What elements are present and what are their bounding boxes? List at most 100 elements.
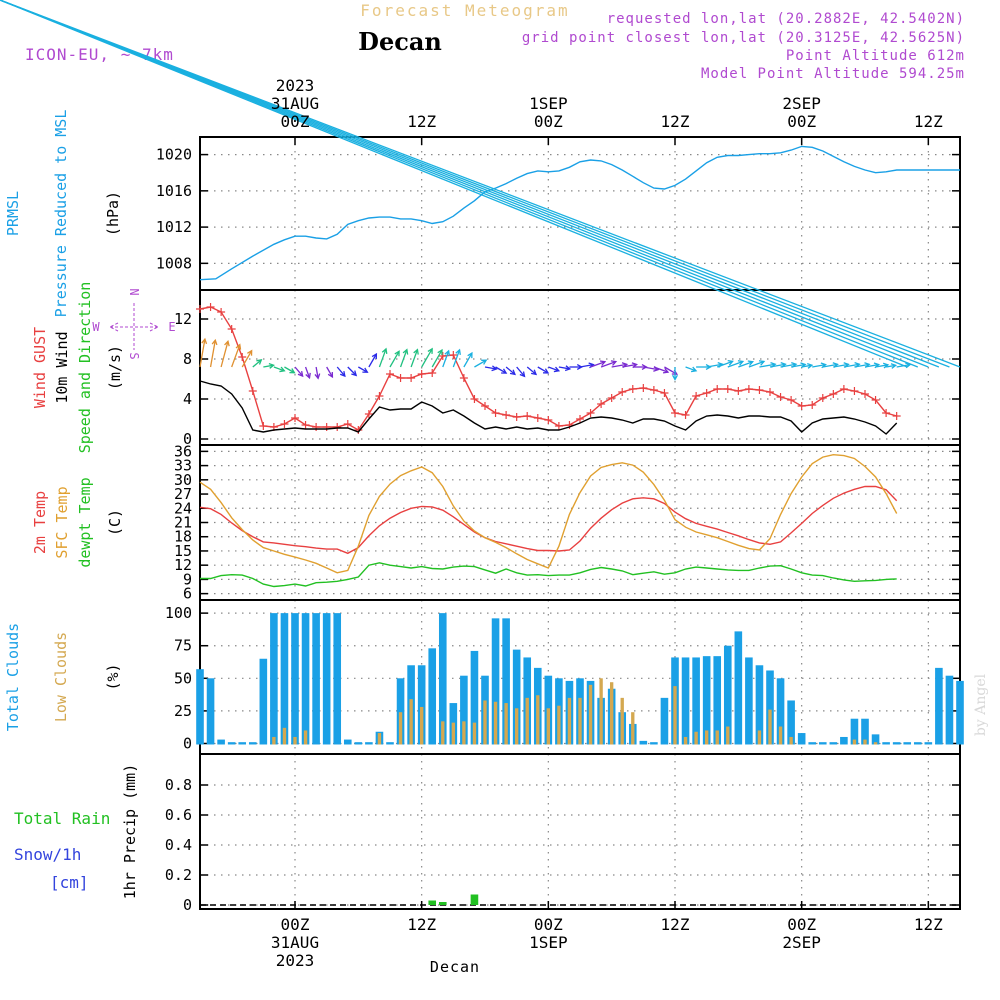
gust-marker bbox=[818, 394, 827, 402]
wind-arrow-head bbox=[427, 347, 433, 354]
wind-arrow-head bbox=[705, 364, 712, 370]
gust-marker bbox=[607, 394, 616, 402]
wind-arrow bbox=[368, 353, 377, 368]
model-point-altitude: Model Point Altitude 594.25m bbox=[701, 66, 965, 82]
panel-pressure: 1008 1012 1016 1020 PRMSL Pressure Reduced to… bbox=[4, 110, 961, 318]
gust-marker bbox=[417, 370, 426, 378]
panel-precip: 0 0.2 0.4 0.6 0.8 1hr Precip (mm) Total Rain Sn… bbox=[14, 753, 961, 914]
ytick-label: 1008 bbox=[156, 254, 192, 272]
ylabel-pressure-1: Pressure Reduced to MSL bbox=[52, 110, 70, 318]
wind-arrow bbox=[727, 360, 744, 368]
wind-arrow-head bbox=[211, 338, 218, 346]
bottom-tick-label: 2SEP bbox=[782, 933, 821, 952]
frame-pressure bbox=[199, 136, 961, 291]
wind-arrow-head bbox=[467, 351, 473, 359]
gust-marker bbox=[322, 423, 331, 431]
low-cloud-bar bbox=[852, 739, 857, 745]
low-cloud-bar bbox=[673, 686, 677, 745]
gust-marker bbox=[206, 303, 215, 311]
gust-marker bbox=[512, 413, 521, 421]
wind-arrow-head bbox=[610, 360, 618, 366]
wind-arrow-head bbox=[305, 372, 311, 380]
total-cloud-bar bbox=[829, 742, 838, 745]
low-cloud-bar bbox=[757, 730, 762, 745]
wind-arrow-head bbox=[501, 368, 508, 374]
wind-arrow bbox=[410, 349, 419, 368]
wind-arrow bbox=[685, 366, 697, 372]
wind-arrow bbox=[389, 350, 400, 368]
ytick-label: 12 bbox=[174, 556, 192, 574]
gust-marker bbox=[354, 426, 363, 434]
gust-marker bbox=[755, 386, 764, 394]
total-cloud-bar bbox=[945, 675, 954, 745]
gust-marker bbox=[797, 402, 806, 410]
low-cloud-bar bbox=[778, 726, 783, 745]
total-cloud-bar bbox=[227, 742, 236, 745]
low-cloud-bar bbox=[567, 697, 572, 745]
ytick-label: 1012 bbox=[156, 218, 192, 236]
gust-marker bbox=[776, 393, 785, 401]
total-cloud-bar bbox=[460, 675, 468, 745]
total-cloud-bar bbox=[343, 739, 352, 745]
gust-marker bbox=[639, 384, 648, 392]
total-cloud-bar bbox=[217, 739, 225, 745]
ytick-label: 33 bbox=[174, 457, 192, 475]
total-cloud-bar bbox=[681, 657, 690, 745]
ytick-label: 50 bbox=[174, 669, 192, 687]
wind-arrow bbox=[590, 361, 606, 368]
wind-arrow bbox=[558, 366, 570, 370]
wind-arrow bbox=[738, 361, 753, 368]
wind-arrow bbox=[864, 363, 879, 368]
total-cloud-bar bbox=[322, 613, 331, 745]
gust-marker bbox=[428, 369, 437, 377]
gust-marker bbox=[692, 392, 701, 400]
wind-arrow bbox=[716, 360, 733, 368]
low-cloud-bar bbox=[409, 699, 413, 745]
ytick-label: 0 bbox=[183, 430, 192, 448]
ytick-label: 12 bbox=[174, 310, 192, 328]
gust-marker bbox=[502, 411, 511, 419]
gust-marker bbox=[386, 370, 394, 378]
total-cloud-bar bbox=[808, 742, 817, 745]
gust-marker bbox=[649, 386, 658, 394]
low-cloud-bar bbox=[398, 712, 403, 745]
wind-arrow bbox=[548, 366, 560, 372]
wind-arrow-head bbox=[672, 374, 678, 381]
wind-arrow bbox=[526, 366, 537, 375]
wind-arrow bbox=[801, 364, 813, 368]
model-label: ICON-EU, ~ 7km bbox=[25, 45, 174, 64]
wind-arrow bbox=[220, 341, 229, 368]
compass-n: N bbox=[127, 288, 141, 295]
ytick-label: 0 bbox=[183, 734, 192, 752]
wind-arrow bbox=[273, 366, 285, 372]
total-cloud-bar bbox=[396, 678, 405, 745]
ylabel-clouds-2: (%) bbox=[104, 663, 122, 690]
wind-arrow bbox=[231, 344, 241, 368]
total-cloud-bar bbox=[301, 613, 310, 745]
gust-marker bbox=[586, 409, 595, 417]
ytick-label: 24 bbox=[174, 499, 192, 517]
gust-marker bbox=[681, 411, 690, 419]
gust-marker bbox=[713, 385, 722, 393]
low-cloud-bar bbox=[377, 733, 382, 745]
gust-marker bbox=[470, 395, 479, 403]
ylabel-wind-0: Wind GUST bbox=[31, 327, 49, 408]
compass-w: W bbox=[92, 320, 100, 334]
wind-arrow-head bbox=[247, 349, 253, 356]
total-cloud-bar bbox=[196, 669, 204, 745]
total-cloud-bar bbox=[766, 670, 774, 745]
wind-arrow-head bbox=[394, 350, 400, 357]
series-wind bbox=[199, 380, 898, 435]
wind-arrow bbox=[579, 363, 594, 368]
wind-arrow bbox=[263, 364, 274, 368]
gust-marker bbox=[196, 305, 204, 313]
low-cloud-bar bbox=[863, 739, 867, 745]
low-cloud-bar bbox=[694, 731, 698, 745]
panel-wind: 0 4 8 12 Wind GUST 10m Wind Speed and Directio… bbox=[0, 0, 961, 453]
wind-arrow-head bbox=[201, 337, 208, 345]
total-cloud-bar bbox=[206, 678, 215, 745]
total-cloud-bar bbox=[248, 742, 257, 745]
low-cloud-bar bbox=[873, 742, 878, 745]
